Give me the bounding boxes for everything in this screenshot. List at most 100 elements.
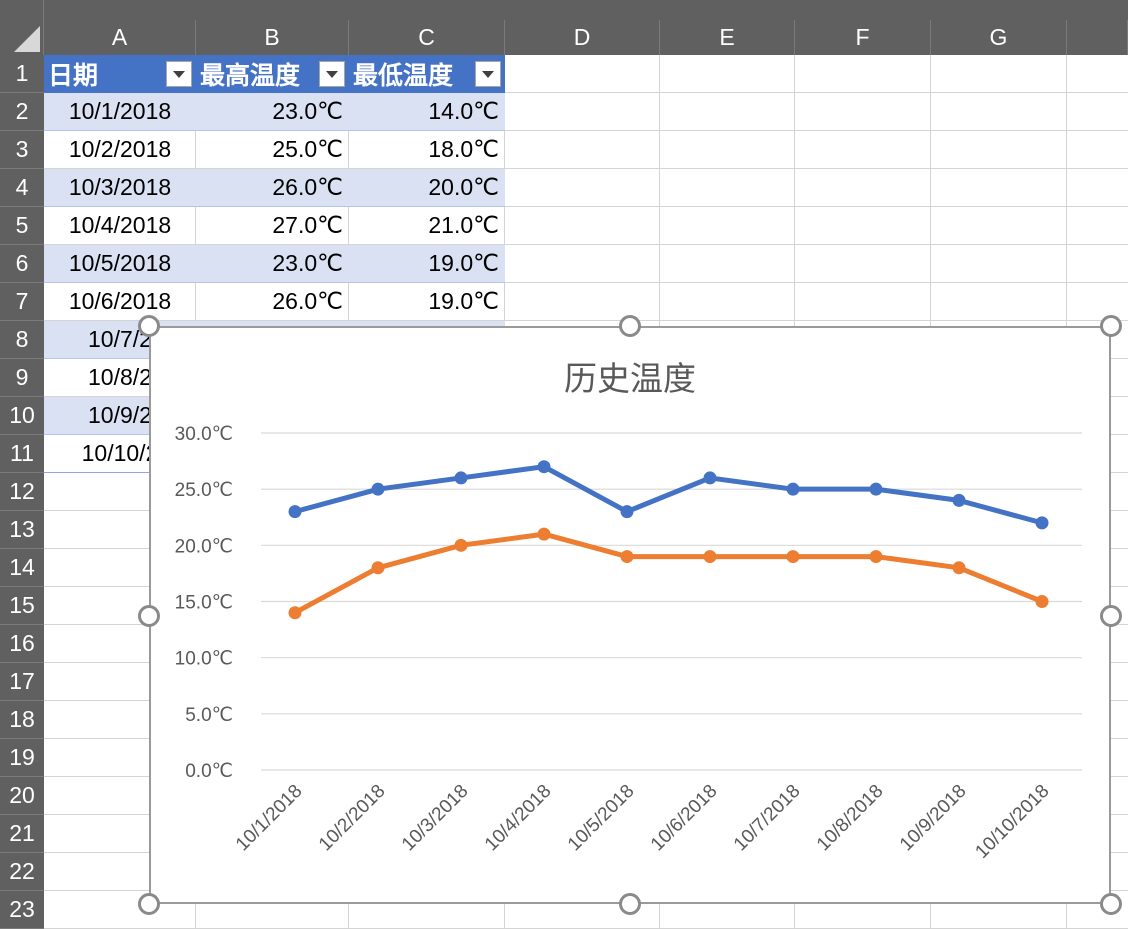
row-header-3[interactable]: 3 (0, 131, 44, 169)
table-header-cell[interactable]: 日期 (44, 55, 196, 93)
filter-dropdown-button[interactable] (319, 61, 345, 87)
table-cell[interactable]: 10/4/2018 (44, 207, 196, 245)
series-2-point[interactable] (371, 561, 385, 575)
table-header-cell[interactable]: 最高温度 (196, 55, 349, 93)
row-header-7[interactable]: 7 (0, 283, 44, 321)
row-header-4[interactable]: 4 (0, 169, 44, 207)
row-header-11[interactable]: 11 (0, 435, 44, 473)
series-1-point[interactable] (869, 482, 883, 496)
row-header-21[interactable]: 21 (0, 815, 44, 853)
row-header-10[interactable]: 10 (0, 397, 44, 435)
table-cell[interactable]: 18.0℃ (349, 131, 505, 169)
series-2-point[interactable] (786, 550, 800, 564)
table-cell[interactable]: 19.0℃ (349, 283, 505, 321)
row-header-15[interactable]: 15 (0, 587, 44, 625)
table-cell[interactable]: 10/6/2018 (44, 283, 196, 321)
table-cell[interactable]: 10/8/2 (44, 359, 196, 397)
table-cell[interactable]: 10/2/2018 (44, 131, 196, 169)
table-cell[interactable]: 21.0℃ (349, 207, 505, 245)
table-cell[interactable]: 14.0℃ (349, 93, 505, 131)
table-header-label: 日期 (48, 61, 99, 90)
chart-object[interactable]: 历史温度 0.0℃ 5.0℃ 10.0℃ 15.0℃ 20.0℃ 25.0℃ 30.0℃ 10… (149, 326, 1111, 904)
series-2-point[interactable] (952, 561, 966, 575)
table-cell[interactable]: 23.0℃ (196, 93, 349, 131)
chart-resize-handle[interactable] (619, 315, 641, 337)
column-header-stub[interactable] (1067, 20, 1128, 55)
series-2-point[interactable] (620, 550, 634, 564)
series-1-point[interactable] (371, 482, 385, 496)
chart-title[interactable]: 历史温度 (564, 359, 696, 398)
series-line-2[interactable] (293, 531, 1043, 615)
table-header-cell[interactable]: 最低温度 (349, 55, 505, 93)
column-header-a[interactable]: A (44, 20, 196, 55)
series-1-point[interactable] (952, 493, 966, 507)
row-header-6[interactable]: 6 (0, 245, 44, 283)
table-cell[interactable]: 23.0℃ (196, 245, 349, 283)
row-header-19[interactable]: 19 (0, 739, 44, 777)
row-header-17[interactable]: 17 (0, 663, 44, 701)
chart-resize-handle[interactable] (138, 893, 160, 915)
table-cell[interactable]: 27.0℃ (196, 207, 349, 245)
column-header-c[interactable]: C (349, 20, 505, 55)
series-1-point[interactable] (454, 471, 468, 485)
chart-resize-handle[interactable] (1100, 605, 1122, 627)
table-cell[interactable]: 26.0℃ (196, 283, 349, 321)
row-header-2[interactable]: 2 (0, 93, 44, 131)
line-chart-plot: 0.0℃ 5.0℃ 10.0℃ 15.0℃ 20.0℃ 25.0℃ 30.0℃ 10/1/20… (175, 424, 1082, 863)
series-2-point[interactable] (454, 538, 468, 552)
series-2-point[interactable] (869, 550, 883, 564)
table-cell[interactable]: 10/3/2018 (44, 169, 196, 207)
series-2-point[interactable] (288, 606, 302, 620)
row-header-12[interactable]: 12 (0, 473, 44, 511)
series-2-point[interactable] (537, 527, 551, 541)
series-1-point[interactable] (537, 460, 551, 474)
column-header-g[interactable]: G (931, 20, 1067, 55)
row-header-20[interactable]: 20 (0, 777, 44, 815)
series-1-point[interactable] (786, 482, 800, 496)
row-header-16[interactable]: 16 (0, 625, 44, 663)
series-2-point[interactable] (1035, 595, 1049, 608)
table-cell[interactable]: 10/1/2018 (44, 93, 196, 131)
filter-dropdown-button[interactable] (166, 61, 192, 87)
row-header-14[interactable]: 14 (0, 549, 44, 587)
table-cell[interactable]: 20.0℃ (349, 169, 505, 207)
chart-resize-handle[interactable] (1100, 315, 1122, 337)
row-header-1[interactable]: 1 (0, 55, 44, 93)
filter-dropdown-button[interactable] (475, 61, 501, 87)
series-1-point[interactable] (1035, 516, 1049, 530)
series-1-point[interactable] (288, 505, 302, 519)
column-header-f[interactable]: F (795, 20, 931, 55)
chart-resize-handle[interactable] (1100, 893, 1122, 915)
x-tick-label: 10/3/2018 (398, 781, 473, 856)
x-tick-label: 10/7/2018 (730, 781, 805, 856)
series-1-point[interactable] (620, 505, 634, 519)
table-cell[interactable]: 19.0℃ (349, 245, 505, 283)
chart-resize-handle[interactable] (138, 605, 160, 627)
x-tick-label: 10/2/2018 (315, 781, 390, 856)
row-header-22[interactable]: 22 (0, 853, 44, 891)
row-header-5[interactable]: 5 (0, 207, 44, 245)
gridline-horizontal (44, 244, 1128, 245)
column-header-d[interactable]: D (505, 20, 660, 55)
row-header-8[interactable]: 8 (0, 321, 44, 359)
series-1-point[interactable] (703, 471, 717, 485)
column-header-b[interactable]: B (196, 20, 349, 55)
series-2-point[interactable] (703, 550, 717, 564)
x-tick-label: 10/8/2018 (813, 781, 888, 856)
row-header-18[interactable]: 18 (0, 701, 44, 739)
y-tick-label: 30.0℃ (175, 424, 233, 445)
column-header-e[interactable]: E (660, 20, 795, 55)
table-cell[interactable]: 10/5/2018 (44, 245, 196, 283)
table-cell[interactable]: 26.0℃ (196, 169, 349, 207)
row-header-9[interactable]: 9 (0, 359, 44, 397)
gridline-horizontal (44, 168, 1128, 169)
select-all-button[interactable] (0, 0, 44, 55)
chart-resize-handle[interactable] (138, 315, 160, 337)
row-header-23[interactable]: 23 (0, 891, 44, 929)
row-header-13[interactable]: 13 (0, 511, 44, 549)
chart-resize-handle[interactable] (619, 893, 641, 915)
series-line-1[interactable] (294, 464, 1043, 526)
table-cell[interactable]: 25.0℃ (196, 131, 349, 169)
gridline-horizontal (44, 206, 1128, 207)
